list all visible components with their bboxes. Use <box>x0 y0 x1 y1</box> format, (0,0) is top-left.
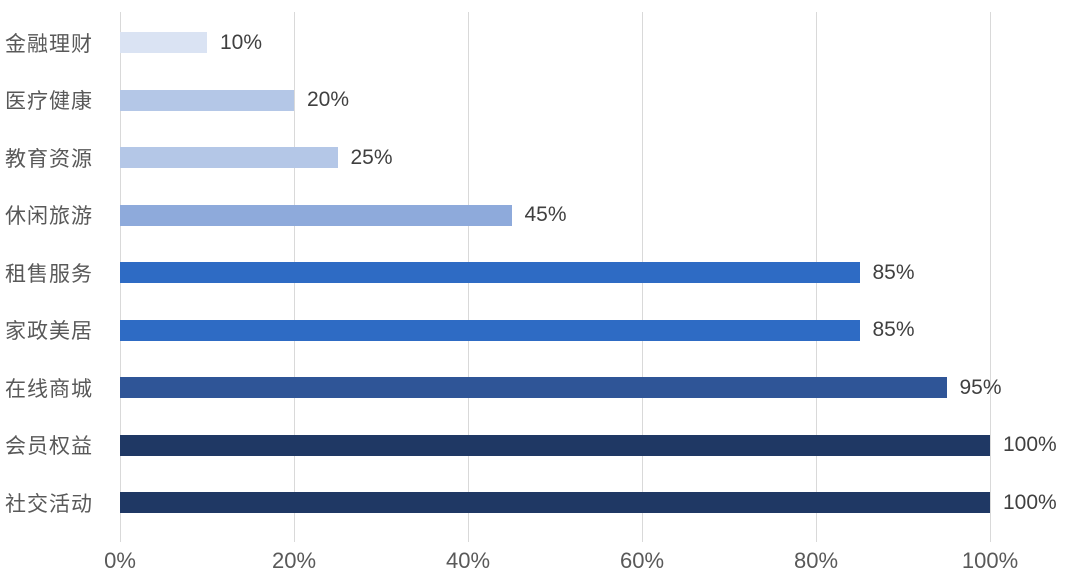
category-label: 金融理财 <box>5 32 93 56</box>
bar <box>120 147 338 169</box>
category-label: 教育资源 <box>5 147 93 171</box>
bar <box>120 89 294 111</box>
bar-track: 45% <box>120 203 990 227</box>
chart-row: 会员权益 100% <box>0 417 1080 475</box>
category-label: 休闲旅游 <box>5 205 93 229</box>
category-label: 租售服务 <box>5 262 93 286</box>
chart-row: 家政美居 85% <box>0 302 1080 360</box>
value-label: 45% <box>524 203 567 227</box>
value-label: 95% <box>959 375 1002 399</box>
chart-row: 金融理财 10% <box>0 14 1080 72</box>
chart-row: 在线商城 95% <box>0 359 1080 417</box>
bar-track: 25% <box>120 146 990 170</box>
x-axis-tick-label: 80% <box>793 548 839 573</box>
chart-row: 医疗健康 20% <box>0 72 1080 130</box>
x-axis-tick-label: 40% <box>445 548 491 573</box>
bar <box>120 492 990 514</box>
category-label: 家政美居 <box>5 320 93 344</box>
value-label: 85% <box>872 260 915 284</box>
value-label: 25% <box>350 145 393 169</box>
x-axis-tick-label: 60% <box>619 548 665 573</box>
value-label: 20% <box>307 88 350 112</box>
bar-track: 95% <box>120 376 1002 400</box>
chart-row: 休闲旅游 45% <box>0 187 1080 245</box>
bar <box>120 262 860 284</box>
value-label: 100% <box>1003 433 1057 457</box>
gridline <box>990 12 991 542</box>
category-label: 会员权益 <box>5 435 93 459</box>
chart-row: 社交活动 100% <box>0 474 1080 532</box>
bar-track: 10% <box>120 31 990 55</box>
bar <box>120 204 512 226</box>
chart-row: 教育资源 25% <box>0 129 1080 187</box>
bar <box>120 32 207 54</box>
chart-row: 租售服务 85% <box>0 244 1080 302</box>
category-label: 社交活动 <box>5 492 93 516</box>
value-label: 100% <box>1003 490 1057 514</box>
bar-track: 85% <box>120 261 990 285</box>
bar-track: 100% <box>120 433 1057 457</box>
bar-track: 20% <box>120 88 990 112</box>
x-axis-tick-label: 20% <box>271 548 317 573</box>
bar-track: 100% <box>120 491 1057 515</box>
value-label: 10% <box>220 30 263 54</box>
bar-track: 85% <box>120 318 990 342</box>
x-axis-tick-label: 100% <box>961 548 1019 573</box>
x-axis-tick-label: 0% <box>104 548 136 573</box>
category-label: 医疗健康 <box>5 90 93 114</box>
bar <box>120 319 860 341</box>
category-label: 在线商城 <box>5 377 93 401</box>
bar <box>120 377 947 399</box>
value-label: 85% <box>872 318 915 342</box>
chart-rows: 金融理财 10% 医疗健康 20% 教育资源 25% 休闲旅游 45% 租售服务 85% 家政美居 8… <box>0 14 1080 532</box>
bar <box>120 434 990 456</box>
